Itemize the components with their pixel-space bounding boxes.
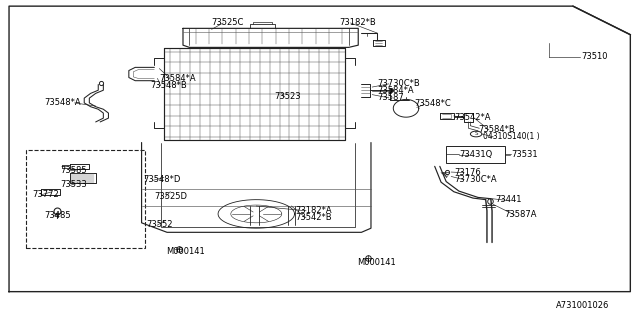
Bar [446,146,505,163]
Text: 73772: 73772 [32,190,59,199]
Bar [26,150,145,248]
Text: 04310S140(1 ): 04310S140(1 ) [483,132,540,141]
Text: 73584*A: 73584*A [159,74,196,83]
Text: M000141: M000141 [357,258,396,267]
Text: 73525D: 73525D [154,192,188,201]
Text: 73531: 73531 [511,150,538,159]
Text: 73548*D: 73548*D [143,175,180,184]
Text: 73587: 73587 [378,93,404,102]
Text: 73587A: 73587A [505,210,538,219]
Text: 73584*A: 73584*A [378,86,414,95]
Text: 73525C: 73525C [212,18,244,27]
Text: 73441: 73441 [495,195,522,204]
Text: S: S [474,132,478,137]
Text: 73548*A: 73548*A [45,98,81,107]
Text: 73542*A: 73542*A [454,113,490,122]
Text: 73523: 73523 [274,92,301,101]
Text: 73182*A: 73182*A [296,206,332,215]
Text: 73730C*B: 73730C*B [378,79,420,88]
Text: 73552: 73552 [147,220,173,229]
Text: 73182*B: 73182*B [339,18,376,27]
Text: 73533: 73533 [60,180,87,189]
Text: 73510: 73510 [581,52,608,61]
Text: 73584*B: 73584*B [478,125,515,134]
Text: 73730C*A: 73730C*A [454,174,497,184]
Text: 73548*C: 73548*C [414,99,451,108]
Text: 73585: 73585 [60,166,86,175]
Text: A731001026: A731001026 [556,301,609,310]
Text: 73176: 73176 [454,168,481,177]
Text: 73431Q: 73431Q [459,150,492,159]
Text: 73548*B: 73548*B [150,81,187,90]
Text: 73542*B: 73542*B [296,212,332,222]
Text: M000141: M000141 [166,247,205,256]
Text: 73485: 73485 [45,211,71,220]
